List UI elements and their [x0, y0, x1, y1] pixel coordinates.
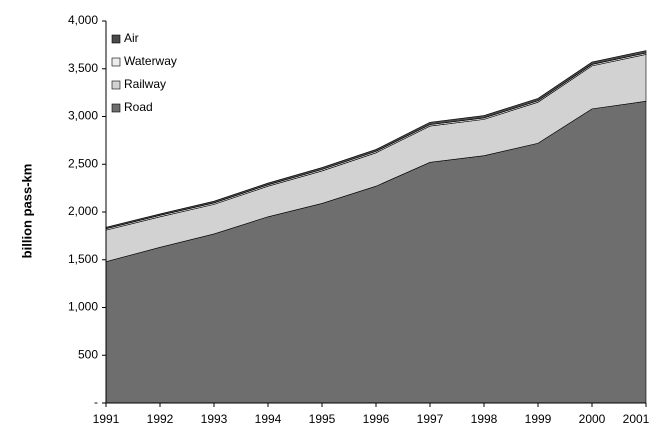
y-axis-label: billion pass-km — [19, 164, 34, 259]
y-tick-label: 3,000 — [68, 109, 98, 123]
x-tick-label: 1999 — [525, 412, 552, 426]
y-tick-label: 2,000 — [68, 204, 98, 218]
x-tick-label: 1992 — [147, 412, 174, 426]
legend-swatch — [111, 57, 121, 67]
x-tick-label: 1998 — [471, 412, 498, 426]
y-tick-label: 2,500 — [68, 156, 98, 170]
y-tick-label: 1,500 — [68, 252, 98, 266]
y-tick-label: 4,000 — [68, 13, 98, 27]
legend-label: Waterway — [124, 54, 177, 68]
x-tick-label: 1993 — [201, 412, 228, 426]
x-tick-label: 1991 — [93, 412, 120, 426]
y-tick-label: - — [94, 395, 98, 409]
legend-label: Road — [124, 100, 153, 114]
x-tick-label: 1996 — [363, 412, 390, 426]
x-tick-label: 2001 — [623, 412, 650, 426]
legend-swatch — [111, 80, 121, 90]
y-tick-label: 1,000 — [68, 300, 98, 314]
y-tick-label: 3,500 — [68, 61, 98, 75]
legend-label: Air — [124, 31, 139, 45]
legend-swatch — [111, 34, 121, 44]
x-tick-label: 1997 — [417, 412, 444, 426]
legend-label: Railway — [124, 77, 166, 91]
x-tick-label: 2000 — [579, 412, 606, 426]
legend-swatch — [111, 103, 121, 113]
area — [105, 50, 647, 230]
area — [105, 100, 647, 404]
x-tick-label: 1995 — [309, 412, 336, 426]
x-tick-label: 1994 — [255, 412, 282, 426]
y-tick-label: 500 — [78, 347, 98, 361]
